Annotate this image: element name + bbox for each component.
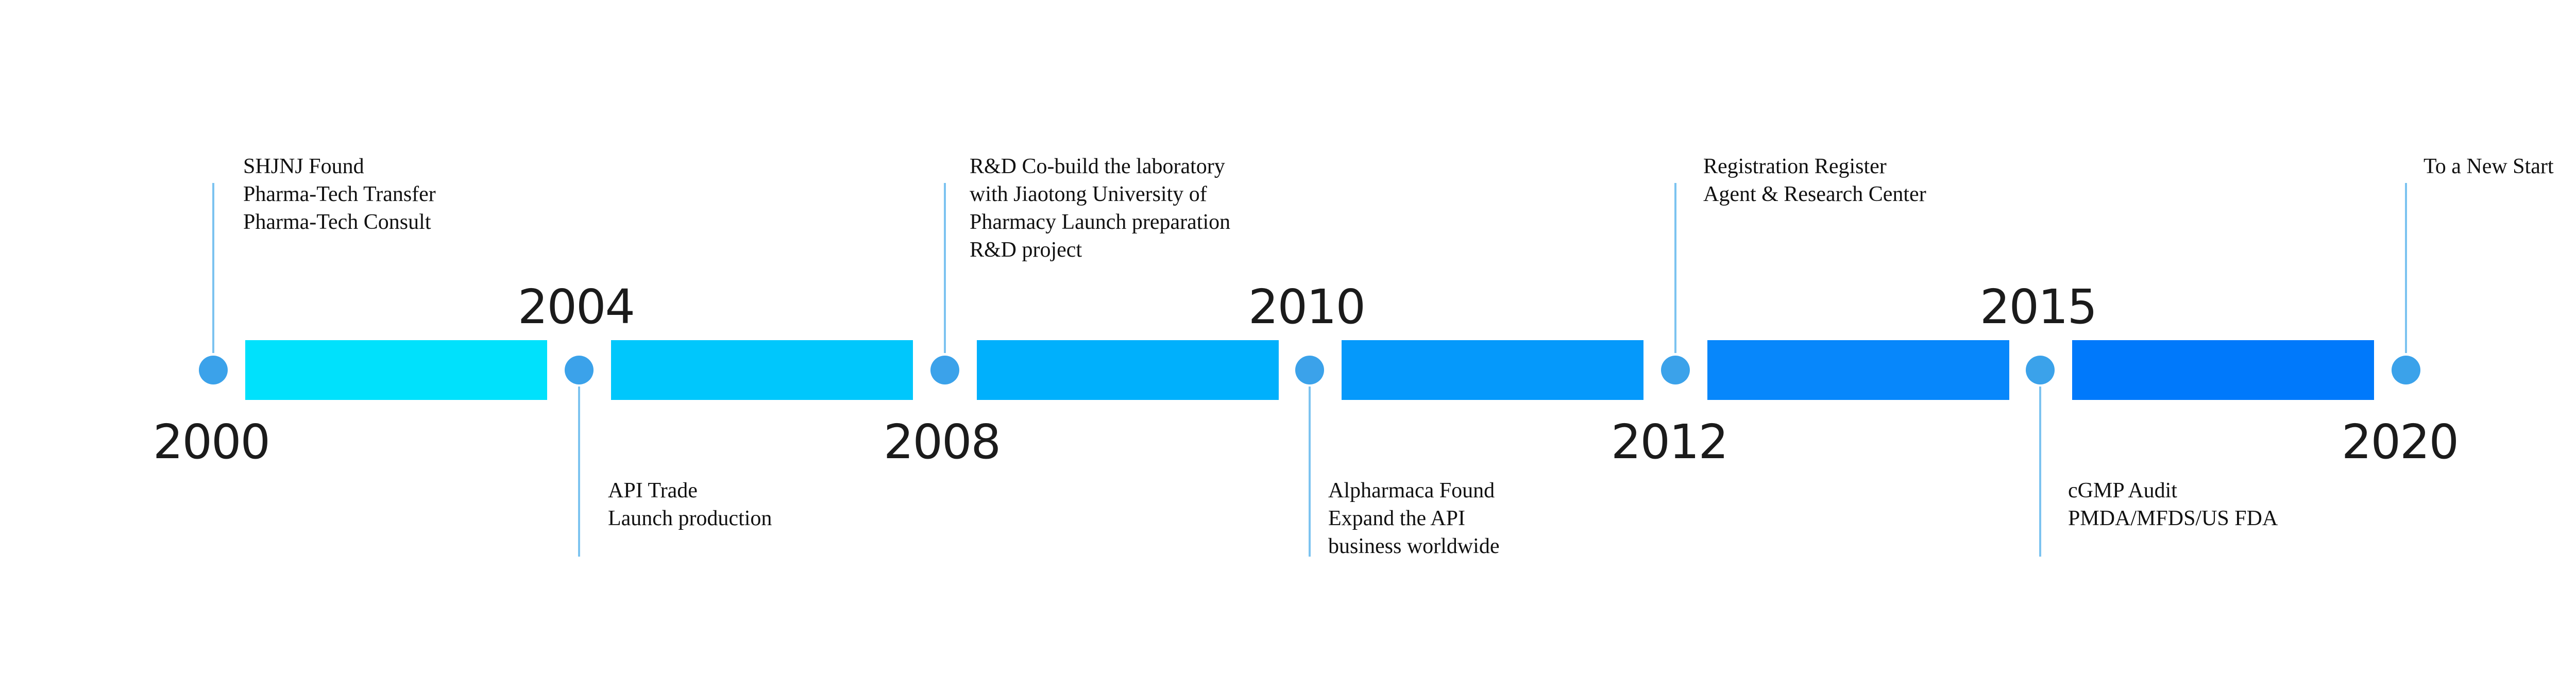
connector-2008 xyxy=(944,183,946,353)
timeline-segment-4 xyxy=(1342,340,1643,400)
milestone-line: API Trade xyxy=(608,479,698,502)
year-label: 2020 xyxy=(2341,414,2459,470)
milestone-line: Alpharmaca Found xyxy=(1328,479,1495,502)
milestone-dot-2004 xyxy=(565,356,594,384)
timeline-segment-6 xyxy=(2072,340,2374,400)
connector-2012 xyxy=(1674,183,1676,353)
milestone-line: Registration Register xyxy=(1703,155,1887,178)
milestone-dot-2008 xyxy=(930,356,959,384)
year-label: 2000 xyxy=(152,414,270,470)
connector-2020 xyxy=(2405,183,2407,353)
year-label: 2008 xyxy=(883,414,1001,470)
milestone-line: Launch production xyxy=(608,507,772,530)
milestone-line: with Jiaotong University of xyxy=(970,182,1207,206)
milestone-dot-2000 xyxy=(199,356,228,384)
milestone-line: business worldwide xyxy=(1328,534,1500,558)
connector-2010 xyxy=(1309,387,1311,557)
milestone-dot-2020 xyxy=(2392,356,2420,384)
milestone-line: Pharma-Tech Transfer xyxy=(243,182,436,206)
milestone-line: R&D Co-build the laboratory xyxy=(970,155,1225,178)
connector-2004 xyxy=(578,387,580,557)
milestone-line: To a New Start xyxy=(2424,155,2554,178)
milestone-description-2010: Alpharmaca Found Expand the API business… xyxy=(1328,477,1499,560)
milestone-line: SHJNJ Found xyxy=(243,155,364,178)
year-label: 2015 xyxy=(1979,279,2097,334)
milestone-description-2012: Registration Register Agent & Research C… xyxy=(1703,153,1926,208)
milestone-dot-2015 xyxy=(2026,356,2055,384)
milestone-line: Agent & Research Center xyxy=(1703,182,1926,206)
milestone-line: Pharmacy Launch preparation xyxy=(970,210,1231,234)
milestone-description-2000: SHJNJ Found Pharma-Tech Transfer Pharma-… xyxy=(243,153,436,236)
milestone-line: Pharma-Tech Consult xyxy=(243,210,431,234)
milestone-line: cGMP Audit xyxy=(2068,479,2177,502)
connector-2000 xyxy=(212,183,214,353)
milestone-description-2015: cGMP Audit PMDA/MFDS/US FDA xyxy=(2068,477,2278,532)
timeline-segment-2 xyxy=(611,340,913,400)
milestone-line: PMDA/MFDS/US FDA xyxy=(2068,507,2278,530)
milestone-dot-2010 xyxy=(1295,356,1324,384)
connector-2015 xyxy=(2039,387,2041,557)
milestone-description-2008: R&D Co-build the laboratory with Jiaoton… xyxy=(970,153,1230,264)
milestone-description-2004: API Trade Launch production xyxy=(608,477,772,532)
year-label: 2010 xyxy=(1248,279,1366,334)
timeline-segment-1 xyxy=(245,340,547,400)
milestone-description-2020: To a New Start xyxy=(2424,153,2554,180)
timeline-segment-3 xyxy=(977,340,1279,400)
milestone-line: Expand the API xyxy=(1328,507,1465,530)
year-label: 2012 xyxy=(1611,414,1728,470)
year-label: 2004 xyxy=(517,279,635,334)
timeline-segment-5 xyxy=(1707,340,2009,400)
milestone-line: R&D project xyxy=(970,238,1082,262)
milestone-dot-2012 xyxy=(1661,356,1690,384)
